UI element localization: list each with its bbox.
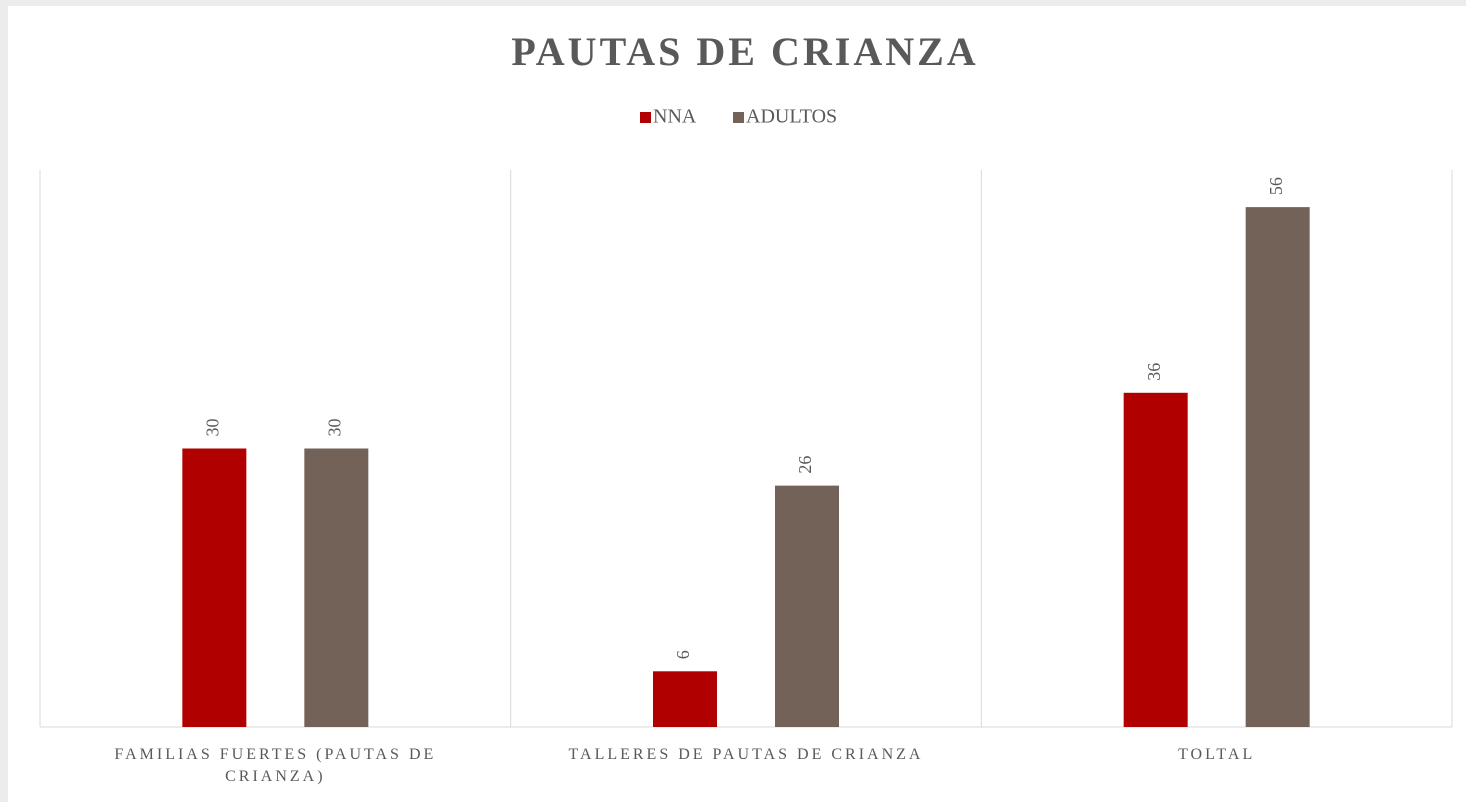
- bar: [1245, 207, 1310, 728]
- data-label: 30: [202, 419, 222, 437]
- legend-label: ADULTOS: [746, 106, 837, 128]
- bar: [775, 485, 839, 727]
- data-label: 36: [1144, 363, 1164, 381]
- chart-panel: PAUTAS DE CRIANZA NNA ADULTOS 30 30 6 26 36 56 …: [8, 6, 1466, 802]
- chart-title: PAUTAS DE CRIANZA: [511, 29, 978, 74]
- bar: [653, 671, 717, 727]
- legend-swatch: [733, 112, 744, 123]
- bar: [304, 448, 369, 727]
- legend-swatch: [640, 112, 651, 123]
- x-tick-label: TALLERES DE PAUTAS DE CRIANZA: [568, 746, 924, 763]
- bar: [1123, 392, 1188, 727]
- bar: [182, 448, 247, 727]
- x-tick-label: TOLTAL: [1178, 746, 1256, 763]
- chart: PAUTAS DE CRIANZA NNA ADULTOS 30 30 6 26 36 56: [39, 29, 1453, 728]
- data-label: 6: [673, 650, 693, 659]
- legend-label: NNA: [653, 106, 697, 128]
- x-tick-label: FAMILIAS FUERTES (PAUTAS DE CRIANZA): [114, 746, 437, 785]
- data-label: 30: [324, 419, 344, 437]
- data-label: 56: [1266, 177, 1286, 195]
- data-label: 26: [795, 456, 815, 474]
